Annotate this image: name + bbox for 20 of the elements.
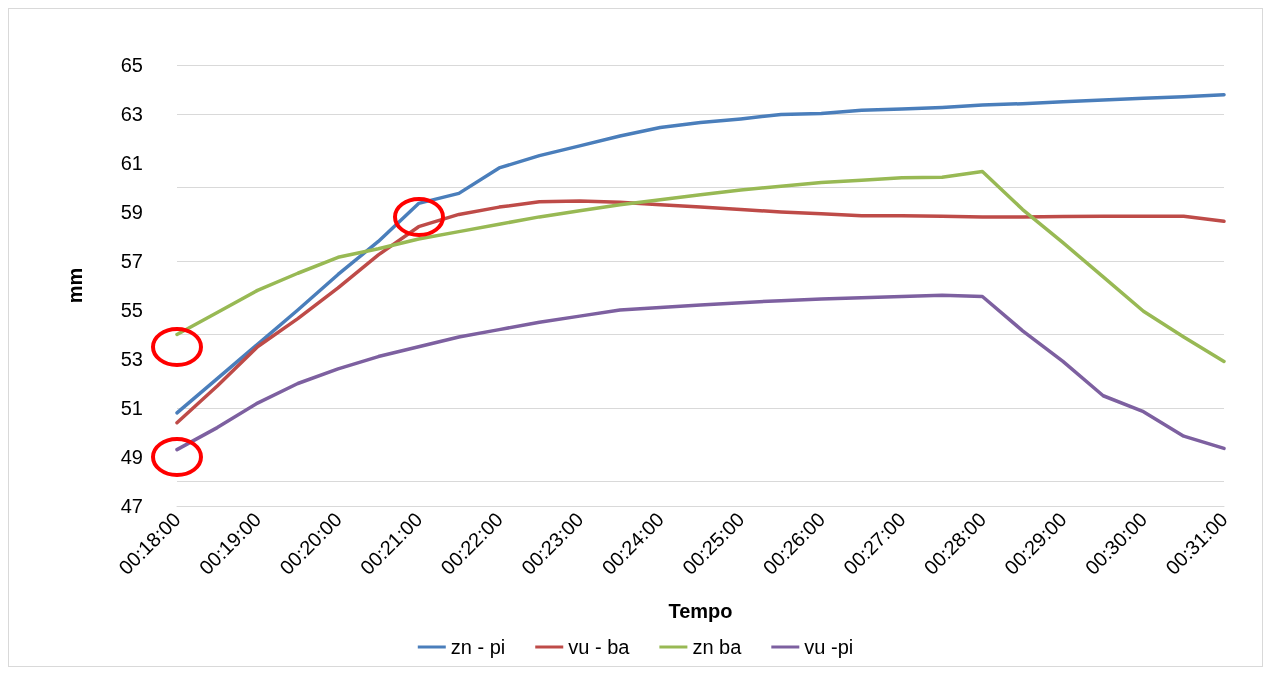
y-tick-label: 63 <box>120 103 143 125</box>
legend-label: vu - ba <box>568 636 631 658</box>
legend-label: zn - pi <box>450 636 506 658</box>
y-tick-label: 55 <box>120 299 143 321</box>
y-tick-label: 47 <box>120 495 143 517</box>
y-tick-label: 49 <box>120 446 143 468</box>
y-tick-label: 61 <box>120 152 143 174</box>
y-tick-label: 59 <box>120 201 143 223</box>
legend-label: zn ba <box>692 636 743 658</box>
line-series <box>175 169 1226 364</box>
x-axis-title: Tempo <box>668 600 733 622</box>
y-tick-label: 53 <box>120 348 143 370</box>
y-tick-label: 51 <box>120 397 143 419</box>
legend-label: vu -pi <box>804 636 854 658</box>
y-tick-label: 57 <box>120 250 143 272</box>
y-axis-title: mm <box>64 267 86 304</box>
y-tick-label: 65 <box>120 54 143 76</box>
line-series <box>175 293 1226 452</box>
line-series <box>175 92 1226 415</box>
line-series <box>175 199 1226 425</box>
